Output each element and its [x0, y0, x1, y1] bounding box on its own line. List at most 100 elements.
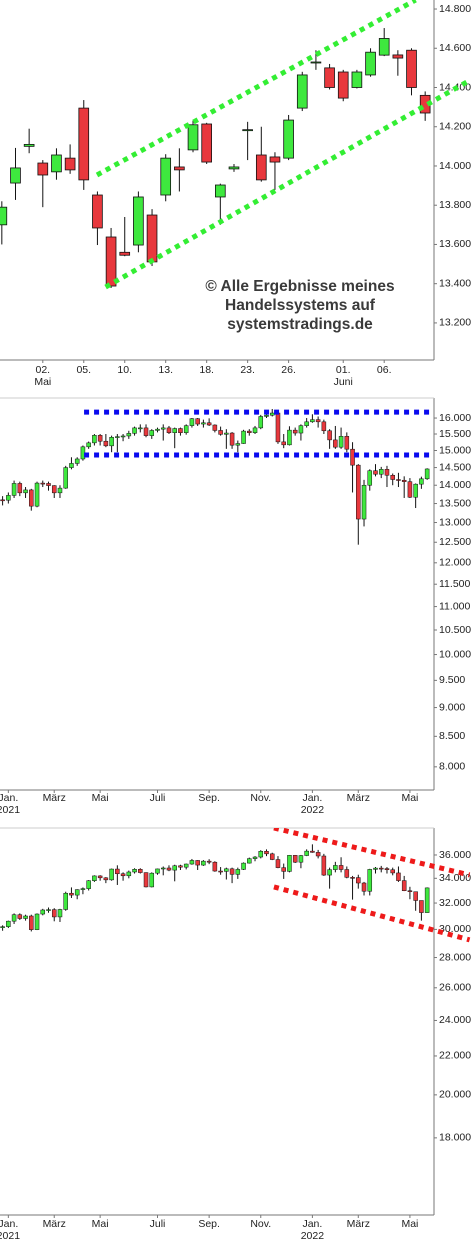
trend-line [95, 0, 417, 178]
candle-body [103, 877, 109, 881]
candle-body [337, 71, 349, 99]
candle-body [413, 891, 418, 901]
candle-body [298, 855, 304, 863]
y-tick-label: 26.000 [439, 982, 471, 994]
candle-body [281, 441, 286, 446]
x-tick-label: 23. [240, 364, 255, 376]
candle-body [40, 909, 46, 915]
y-tick-label: 9.500 [439, 674, 465, 686]
candle-body [247, 858, 252, 864]
candle-body [298, 425, 304, 434]
candle-body [160, 427, 166, 430]
candle-body [367, 869, 373, 892]
trend-line [273, 884, 471, 943]
y-tick-label: 15.000 [439, 444, 471, 456]
candle-body [74, 458, 80, 464]
panel: 8.000 8.500 9.000 9.500 10.000 10.500 11.000 11… [0, 397, 471, 816]
candle-body [206, 860, 212, 863]
candle-body [384, 469, 390, 476]
candle-body [310, 61, 322, 64]
y-tick-label: 10.000 [439, 648, 471, 660]
candle-body [304, 850, 309, 856]
candle-body [133, 196, 144, 246]
candle-body [17, 483, 23, 494]
candle-body [23, 143, 35, 147]
candle-body [97, 875, 103, 879]
candle-body [407, 481, 413, 498]
candle-body [86, 442, 91, 448]
x-tick-sublabel: Mai [34, 376, 51, 388]
candle-body [0, 499, 5, 502]
candle-body [0, 206, 8, 226]
candle-body [146, 214, 158, 263]
x-tick-sublabel: Juni [334, 376, 353, 388]
candle-body [292, 429, 298, 434]
candle-body [324, 67, 335, 88]
candle-body [92, 194, 103, 229]
x-tick-label: Jan. [0, 1218, 18, 1230]
candle-body [119, 251, 131, 256]
candle-body [69, 892, 74, 896]
x-tick-label: 05. [76, 364, 91, 376]
candle-body [17, 914, 23, 919]
candle-body [419, 478, 424, 485]
candle-body [201, 860, 206, 866]
candle-body [264, 851, 269, 855]
candle-body [338, 436, 344, 448]
candle-body [103, 440, 109, 447]
y-tick-label: 8.000 [439, 761, 465, 773]
x-tick-label: Nov. [250, 792, 271, 804]
candle-body [64, 157, 76, 171]
candle-body [333, 439, 338, 448]
x-tick-label: Sep. [198, 792, 220, 804]
candle-body [218, 430, 223, 435]
candle-body [224, 868, 229, 872]
plot-area [0, 408, 430, 545]
candle-body [304, 421, 309, 426]
candle-body [235, 869, 241, 875]
candle-body [350, 877, 355, 879]
candle-body [356, 464, 361, 520]
plot-area [0, 28, 431, 288]
candle-body [206, 422, 212, 426]
candle-body [51, 154, 62, 173]
candle-body [126, 433, 132, 437]
candle-body [46, 909, 51, 911]
x-tick-label: 10. [117, 364, 132, 376]
candle-body [218, 870, 223, 873]
candle-body [78, 107, 90, 181]
x-tick-label: 01. [336, 364, 351, 376]
x-tick-label: Juli [150, 792, 166, 804]
candle-body [228, 166, 240, 170]
x-tick-label: Nov. [250, 1218, 271, 1230]
y-tick-label: 34.000 [439, 872, 471, 884]
y-tick-label: 28.000 [439, 951, 471, 963]
y-tick-label: 13.500 [439, 497, 471, 509]
candle-body [189, 860, 195, 865]
y-tick-label: 20.000 [439, 1089, 471, 1101]
x-tick-label: 18. [199, 364, 214, 376]
candle-body [51, 909, 57, 918]
candle-body [378, 867, 384, 870]
candle-body [365, 51, 376, 76]
y-tick-label: 10.500 [439, 624, 471, 636]
candle-body [29, 489, 34, 507]
candle-body [224, 432, 229, 435]
x-tick-label: 13. [158, 364, 173, 376]
y-tick-label: 14.000 [439, 160, 471, 172]
candle-body [235, 443, 241, 446]
x-tick-label: März [347, 792, 370, 804]
y-tick-label: 13.000 [439, 516, 471, 528]
candle-body [138, 427, 143, 430]
y-tick-label: 8.500 [439, 730, 465, 742]
candle-body [74, 889, 80, 896]
candle-body [321, 855, 327, 876]
candle-body [344, 869, 350, 878]
candle-body [63, 467, 68, 489]
candle-body [80, 888, 86, 890]
x-tick-label: März [347, 1218, 370, 1230]
candle-body [241, 430, 246, 444]
candle-body [367, 470, 373, 486]
candle-body [315, 852, 321, 857]
